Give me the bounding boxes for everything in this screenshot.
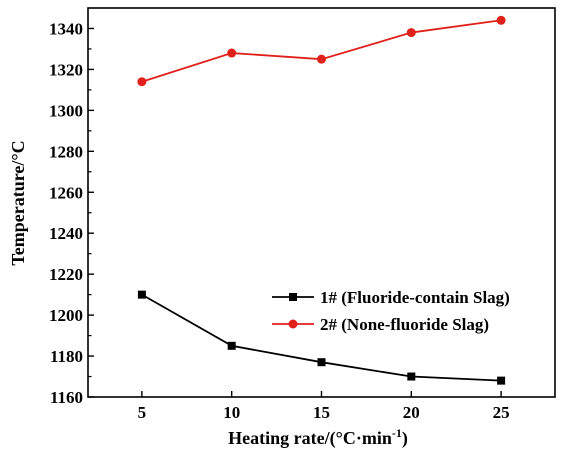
series-line [141,19,502,83]
series-line [141,293,502,382]
x-tick-label: 20 [403,403,420,422]
x-tick-label: 10 [223,403,240,422]
legend-marker [288,319,298,329]
y-tick-label: 1300 [49,101,83,120]
x-tick-label: 25 [493,403,510,422]
data-point [227,48,237,58]
x-tick-label: 15 [313,403,330,422]
y-tick-label: 1200 [49,306,83,325]
x-axis-ticks: 5 10 15 20 25 [138,391,510,422]
y-tick-label: 1240 [49,224,83,243]
data-point [406,28,416,38]
legend-marker [289,293,297,301]
series-2 [137,15,506,87]
legend-label: 1# (Fluoride-contain Slag) [320,288,510,307]
data-point [407,372,416,381]
legend-item: 1# (Fluoride-contain Slag) [272,288,510,307]
x-tick-label: 5 [138,403,147,422]
plot-frame [87,7,556,398]
data-point [497,376,506,385]
x-axis-title: Heating rate/(°C·min-1) [228,426,408,449]
y-axis-title: Temperature/°C [8,140,28,265]
y-tick-label: 1280 [49,142,83,161]
y-tick-label: 1220 [49,265,83,284]
legend-item: 2# (None-fluoride Slag) [272,315,489,334]
y-tick-label: 1320 [49,60,83,79]
data-point [317,54,326,64]
data-point [317,358,326,367]
legend-label: 2# (None-fluoride Slag) [320,315,489,334]
series-1 [137,290,506,385]
data-point [496,15,506,25]
data-point [227,341,236,350]
series-lines [137,15,506,385]
axes [87,7,556,398]
legend: 1# (Fluoride-contain Slag) 2# (None-fluor… [272,288,510,334]
y-tick-label: 1260 [49,183,83,202]
data-point [137,290,146,299]
data-point [137,77,147,87]
y-tick-label: 1180 [50,347,83,366]
y-tick-label: 1340 [49,19,83,38]
y-tick-label: 1160 [50,388,83,407]
y-axis-ticks: 1160 1180 1200 1220 1240 1260 1280 1300 1320 1340 [49,19,94,407]
